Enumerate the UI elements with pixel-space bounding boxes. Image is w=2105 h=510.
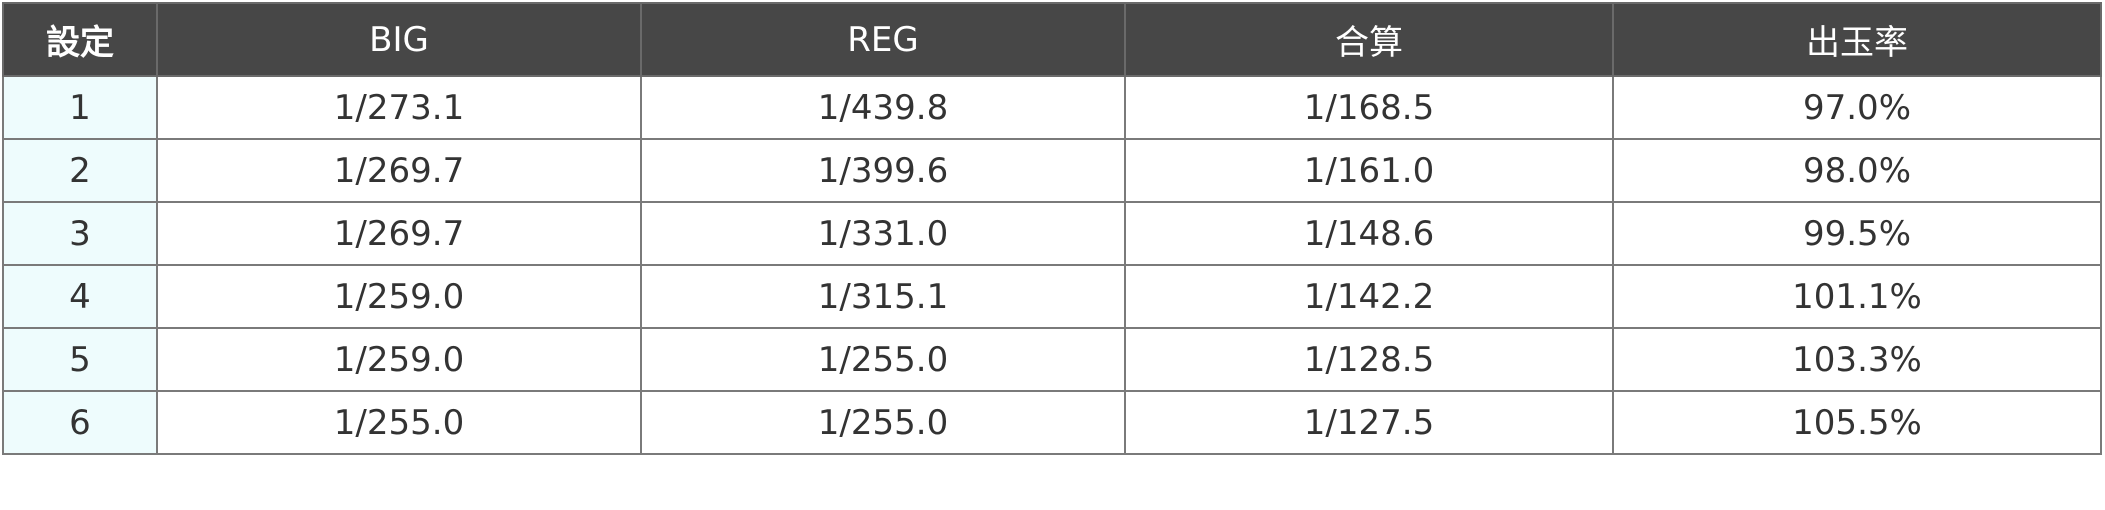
odds-table: 設定 BIG REG 合算 出玉率 1 1/273.1 1/439.8 1/16… xyxy=(2,2,2102,455)
cell-total: 1/127.5 xyxy=(1124,390,1614,455)
cell-reg: 1/255.0 xyxy=(640,390,1126,455)
header-setting: 設定 xyxy=(2,2,158,77)
cell-reg: 1/331.0 xyxy=(640,201,1126,266)
cell-setting: 6 xyxy=(2,390,158,455)
table-row: 3 1/269.7 1/331.0 1/148.6 99.5% xyxy=(2,201,2102,266)
cell-setting: 3 xyxy=(2,201,158,266)
cell-payout-rate: 101.1% xyxy=(1612,264,2102,329)
header-big: BIG xyxy=(156,2,642,77)
cell-reg: 1/399.6 xyxy=(640,138,1126,203)
cell-total: 1/148.6 xyxy=(1124,201,1614,266)
cell-big: 1/273.1 xyxy=(156,75,642,140)
header-reg: REG xyxy=(640,2,1126,77)
header-total: 合算 xyxy=(1124,2,1614,77)
odds-table-container: 設定 BIG REG 合算 出玉率 1 1/273.1 1/439.8 1/16… xyxy=(2,2,2102,455)
cell-payout-rate: 99.5% xyxy=(1612,201,2102,266)
cell-big: 1/259.0 xyxy=(156,327,642,392)
cell-payout-rate: 103.3% xyxy=(1612,327,2102,392)
table-header: 設定 BIG REG 合算 出玉率 xyxy=(2,2,2102,77)
table-row: 2 1/269.7 1/399.6 1/161.0 98.0% xyxy=(2,138,2102,203)
cell-setting: 2 xyxy=(2,138,158,203)
cell-big: 1/255.0 xyxy=(156,390,642,455)
table-row: 5 1/259.0 1/255.0 1/128.5 103.3% xyxy=(2,327,2102,392)
cell-big: 1/269.7 xyxy=(156,138,642,203)
cell-total: 1/142.2 xyxy=(1124,264,1614,329)
cell-total: 1/161.0 xyxy=(1124,138,1614,203)
cell-reg: 1/315.1 xyxy=(640,264,1126,329)
cell-big: 1/269.7 xyxy=(156,201,642,266)
table-body: 1 1/273.1 1/439.8 1/168.5 97.0% 2 1/269.… xyxy=(2,75,2102,455)
cell-reg: 1/439.8 xyxy=(640,75,1126,140)
header-payout-rate: 出玉率 xyxy=(1612,2,2102,77)
cell-payout-rate: 105.5% xyxy=(1612,390,2102,455)
cell-setting: 1 xyxy=(2,75,158,140)
table-row: 1 1/273.1 1/439.8 1/168.5 97.0% xyxy=(2,75,2102,140)
table-row: 6 1/255.0 1/255.0 1/127.5 105.5% xyxy=(2,390,2102,455)
cell-payout-rate: 98.0% xyxy=(1612,138,2102,203)
header-row: 設定 BIG REG 合算 出玉率 xyxy=(2,2,2102,77)
table-row: 4 1/259.0 1/315.1 1/142.2 101.1% xyxy=(2,264,2102,329)
cell-setting: 5 xyxy=(2,327,158,392)
cell-payout-rate: 97.0% xyxy=(1612,75,2102,140)
cell-total: 1/128.5 xyxy=(1124,327,1614,392)
cell-big: 1/259.0 xyxy=(156,264,642,329)
cell-reg: 1/255.0 xyxy=(640,327,1126,392)
cell-setting: 4 xyxy=(2,264,158,329)
cell-total: 1/168.5 xyxy=(1124,75,1614,140)
